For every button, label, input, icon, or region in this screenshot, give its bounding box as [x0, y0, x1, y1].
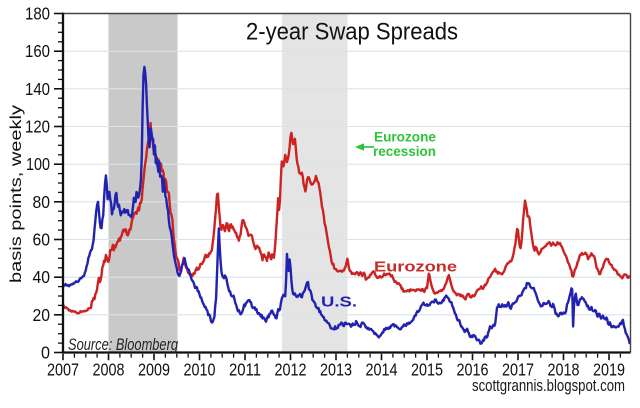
svg-text:U.S.: U.S.	[321, 294, 357, 311]
svg-text:2009: 2009	[138, 360, 170, 380]
svg-text:2007: 2007	[47, 360, 79, 380]
svg-text:Eurozone: Eurozone	[374, 259, 457, 276]
svg-text:2010: 2010	[184, 360, 216, 380]
svg-text:2013: 2013	[320, 360, 352, 380]
svg-text:Source: Bloomberg: Source: Bloomberg	[68, 335, 178, 354]
svg-text:40: 40	[33, 267, 51, 287]
svg-text:recession: recession	[373, 144, 436, 159]
svg-text:basis points, weekly: basis points, weekly	[8, 105, 25, 283]
svg-text:2011: 2011	[229, 360, 261, 380]
svg-text:2018: 2018	[548, 360, 580, 380]
svg-text:120: 120	[25, 117, 50, 137]
svg-text:160: 160	[25, 41, 50, 61]
svg-text:2016: 2016	[457, 360, 489, 380]
svg-text:140: 140	[25, 79, 50, 99]
svg-text:80: 80	[33, 192, 51, 212]
svg-text:20: 20	[33, 305, 51, 325]
svg-text:2-year Swap Spreads: 2-year Swap Spreads	[246, 19, 458, 46]
svg-text:100: 100	[26, 154, 50, 174]
svg-text:2015: 2015	[411, 360, 443, 380]
svg-text:2014: 2014	[366, 360, 398, 380]
svg-text:scottgrannis.blogspot.com: scottgrannis.blogspot.com	[472, 377, 625, 395]
svg-text:180: 180	[25, 4, 50, 24]
svg-text:2008: 2008	[93, 360, 125, 380]
svg-text:60: 60	[33, 230, 51, 250]
svg-text:2019: 2019	[593, 360, 625, 380]
svg-text:0: 0	[41, 343, 50, 363]
svg-text:Eurozone: Eurozone	[374, 130, 436, 145]
svg-text:2017: 2017	[502, 360, 534, 380]
svg-text:2012: 2012	[275, 360, 307, 380]
